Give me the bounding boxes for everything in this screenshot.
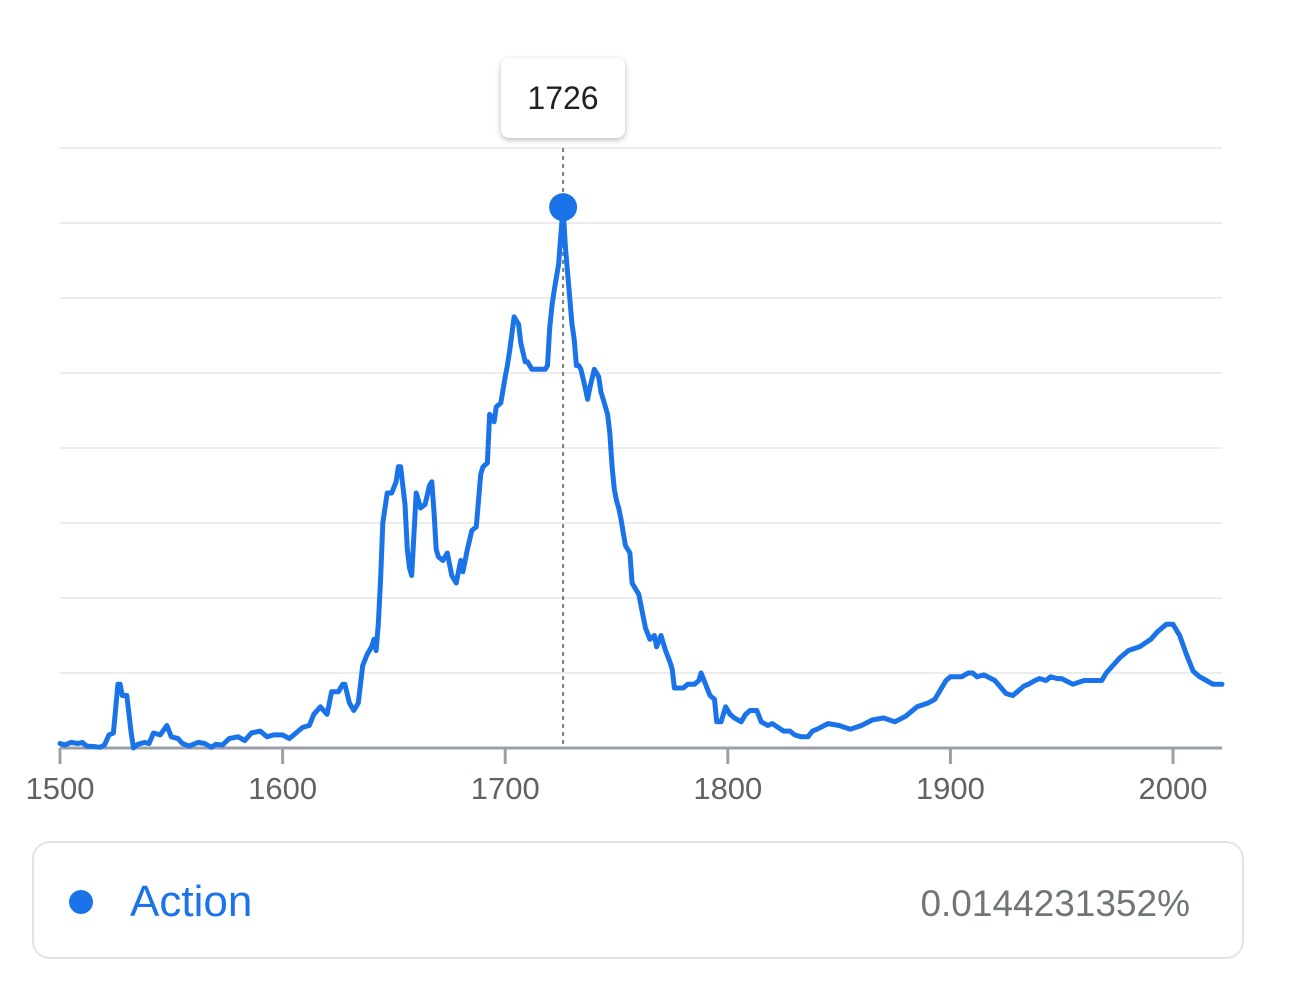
legend-series-value: 0.0144231352% <box>920 883 1190 924</box>
x-axis-ticks: 1500 1600 1700 1800 1900 2000 <box>26 748 1208 806</box>
gridlines <box>60 147 1222 674</box>
legend-card: Action 0.0144231352% <box>32 841 1244 959</box>
highlight-point[interactable] <box>549 193 578 222</box>
x-tick-label: 1500 <box>26 771 95 806</box>
legend-series-name[interactable]: Action <box>130 877 253 926</box>
year-tooltip: 1726 <box>501 58 625 138</box>
ngram-line-chart: 1500 1600 1700 1800 1900 2000 <box>26 147 1225 806</box>
x-tick-label: 2000 <box>1139 771 1208 806</box>
x-tick-label: 1900 <box>916 771 985 806</box>
x-tick-label: 1700 <box>471 771 540 806</box>
series-line-action[interactable] <box>57 204 1225 751</box>
series-color-dot <box>69 890 93 914</box>
x-tick-label: 1600 <box>248 771 317 806</box>
tooltip-year: 1726 <box>527 79 599 116</box>
x-tick-label: 1800 <box>693 771 762 806</box>
